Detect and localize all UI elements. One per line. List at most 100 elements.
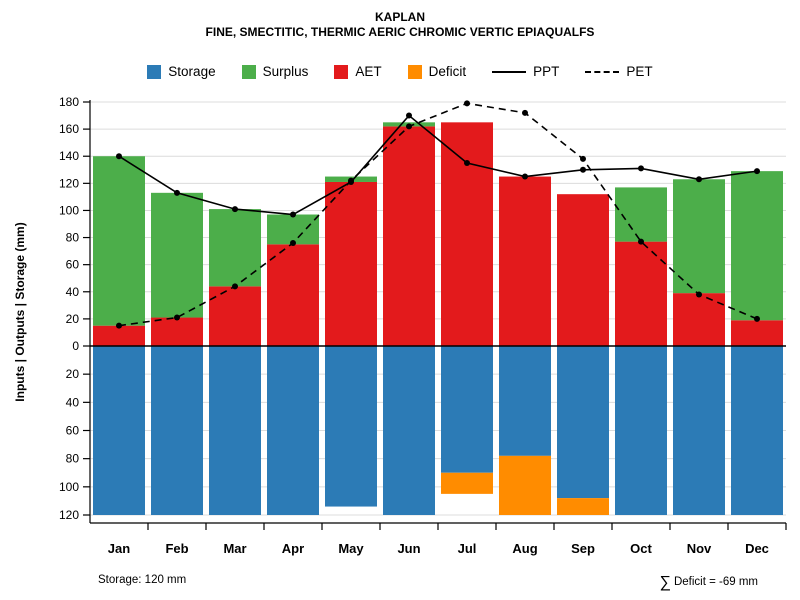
legend-label: Deficit: [428, 64, 467, 79]
surplus-bar: [267, 214, 319, 245]
y-tick-label: 0: [72, 339, 79, 353]
legend: Storage Surplus AET Deficit PPT PET: [0, 64, 800, 79]
ppt-point: [116, 153, 122, 160]
surplus-bar: [209, 209, 261, 287]
storage-bar: [267, 346, 319, 515]
aet-bar: [615, 241, 667, 346]
ppt-line-sample: [492, 70, 527, 73]
bars-above-zero: [93, 122, 783, 347]
storage-bar: [673, 346, 725, 515]
pet-point: [580, 155, 586, 162]
legend-item-surplus: Surplus: [241, 64, 309, 79]
aet-bar: [441, 122, 493, 346]
deficit-total-note: ∑ Deficit = -69 mm: [660, 574, 758, 592]
storage-bar: [325, 346, 377, 507]
y-tick-label: 20: [66, 367, 80, 381]
month-label: Aug: [512, 541, 537, 556]
ppt-point: [754, 168, 760, 175]
surplus-bar: [731, 171, 783, 321]
month-label: Nov: [687, 541, 712, 556]
deficit-bar: [441, 472, 493, 494]
deficit-bar: [557, 498, 609, 515]
month-label: Jul: [458, 541, 477, 556]
pet-point: [754, 315, 760, 322]
legend-label: Storage: [168, 64, 216, 79]
storage-bar: [209, 346, 261, 515]
month-label: Mar: [223, 541, 246, 556]
y-tick-label: 80: [66, 231, 80, 245]
ppt-point: [464, 160, 470, 166]
deficit-swatch: [407, 64, 422, 79]
y-tick-label: 120: [59, 176, 79, 190]
aet-bar: [325, 181, 377, 346]
aet-bar: [383, 126, 435, 347]
legend-label: PET: [626, 64, 653, 79]
ppt-point: [522, 173, 528, 180]
pet-point: [174, 314, 180, 321]
chart-title: KAPLAN: [375, 10, 425, 24]
aet-bar: [731, 320, 783, 346]
y-tick-label: 40: [66, 285, 80, 299]
pet-point: [696, 291, 702, 298]
storage-bar: [383, 346, 435, 515]
legend-item-deficit: Deficit: [407, 64, 467, 79]
aet-bar: [499, 176, 551, 346]
legend-item-pet: PET: [585, 64, 653, 79]
ppt-point: [232, 206, 238, 213]
y-tick-label: 160: [59, 122, 79, 136]
storage-bar: [615, 346, 667, 515]
aet-bar: [267, 244, 319, 346]
pet-point: [348, 177, 354, 184]
month-label: Feb: [165, 541, 188, 556]
month-label: May: [338, 541, 364, 556]
legend-label: Surplus: [262, 64, 309, 79]
y-tick-label: 100: [59, 480, 79, 494]
y-axis: 180 160 140 120 100 80 60 40 20 0 20 40 60 80 100 120: [59, 95, 91, 523]
surplus-bar: [151, 192, 203, 318]
legend-label: PPT: [533, 64, 560, 79]
pet-point: [522, 109, 528, 116]
gridlines: [90, 101, 786, 516]
surplus-bar: [673, 179, 725, 294]
water-balance-chart: 180 160 140 120 100 80 60 40 20 0 20 40 60 80 100 120 In…: [13, 95, 787, 556]
ppt-point: [406, 112, 412, 119]
y-tick-label: 120: [59, 508, 79, 522]
pet-point: [290, 239, 296, 246]
month-label: Dec: [745, 541, 769, 556]
y-tick-label: 20: [66, 312, 80, 326]
storage-note: Storage: 120 mm: [98, 574, 187, 586]
aet-bar: [673, 293, 725, 346]
storage-bar: [441, 346, 493, 473]
ppt-point: [580, 166, 586, 173]
ppt-point: [638, 165, 644, 172]
month-label: Sep: [571, 541, 595, 556]
deficit-bar: [499, 455, 551, 515]
deficit-total-text: Deficit = -69 mm: [673, 576, 758, 588]
aet-bar: [93, 325, 145, 346]
aet-bar: [209, 286, 261, 346]
ppt-point: [174, 189, 180, 196]
bars-below-zero: [93, 346, 783, 515]
month-label: Jan: [108, 541, 130, 556]
y-tick-label: 140: [59, 149, 79, 163]
y-axis-title: Inputs | Outputs | Storage (mm): [13, 222, 27, 401]
aet-bar: [151, 317, 203, 346]
legend-item-storage: Storage: [147, 64, 216, 79]
surplus-bar: [615, 187, 667, 242]
pet-point: [638, 238, 644, 245]
x-axis: Jan Feb Mar Apr May Jun Jul Aug Sep Oct Nov Dec: [90, 522, 787, 556]
surplus-swatch: [241, 64, 256, 79]
aet-bar: [557, 194, 609, 346]
y-tick-label: 60: [66, 424, 80, 438]
pet-line-sample: [585, 70, 620, 73]
storage-bar: [557, 346, 609, 499]
storage-bar: [151, 346, 203, 515]
pet-point: [406, 123, 412, 130]
y-tick-label: 40: [66, 395, 80, 409]
y-tick-label: 100: [59, 203, 79, 217]
storage-bar: [731, 346, 783, 515]
storage-bar: [499, 346, 551, 456]
surplus-bar: [93, 156, 145, 326]
month-label: Apr: [282, 541, 304, 556]
y-tick-label: 180: [59, 95, 79, 109]
